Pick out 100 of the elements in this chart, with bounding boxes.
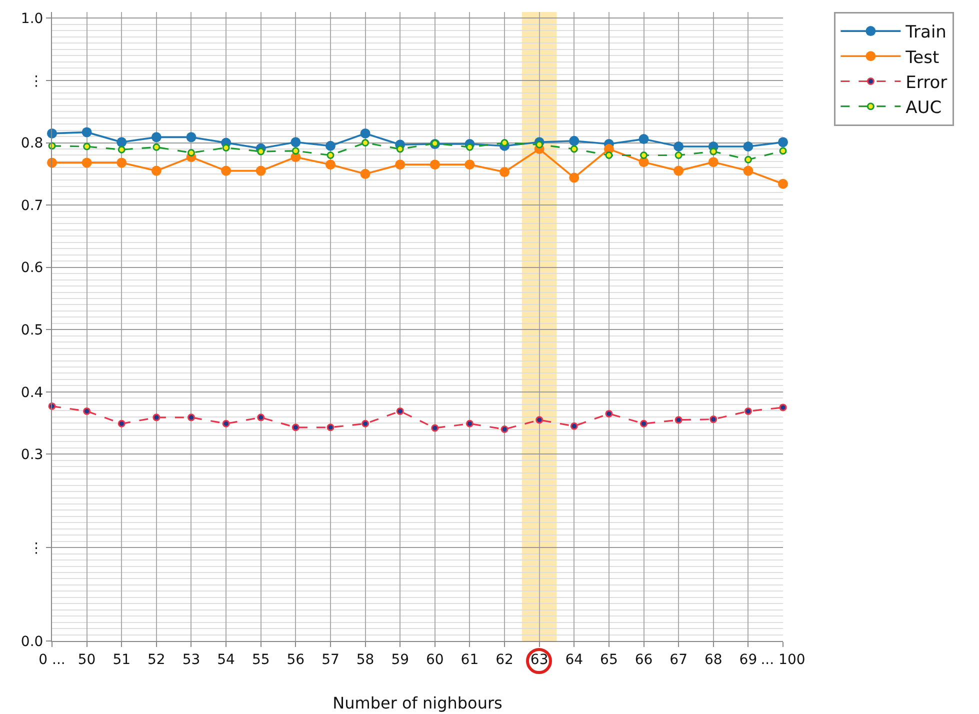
point	[708, 157, 718, 168]
x-tick-label: 62	[496, 652, 514, 668]
point	[187, 414, 195, 422]
point	[292, 424, 300, 432]
point	[778, 178, 788, 189]
point	[325, 140, 336, 151]
point	[118, 146, 126, 154]
point	[395, 160, 406, 170]
point	[326, 151, 334, 159]
point	[640, 420, 648, 428]
point	[118, 420, 126, 428]
point	[257, 148, 265, 156]
x-tick-label: 66	[634, 652, 653, 668]
x-tick-label: 52	[148, 652, 166, 668]
x-tick-label: ... 100	[760, 652, 806, 668]
point	[569, 136, 580, 146]
point	[325, 160, 336, 170]
point	[570, 422, 578, 430]
point	[710, 148, 718, 156]
legend-label: Train	[904, 22, 946, 43]
x-tick-label: 61	[460, 652, 479, 668]
point	[710, 416, 718, 424]
y-tick-label: 0.6	[20, 260, 44, 276]
point	[152, 143, 160, 151]
x-tick-label: 68	[704, 652, 722, 668]
point	[290, 137, 301, 148]
legend-label: AUC	[906, 98, 942, 118]
point	[605, 151, 613, 159]
point	[674, 142, 684, 152]
x-tick-label: 57	[322, 652, 340, 668]
point	[187, 149, 195, 156]
x-tick-label: 51	[112, 652, 131, 668]
point	[326, 424, 334, 432]
x-tick-label: 53	[182, 652, 200, 668]
point	[222, 420, 230, 428]
y-tick-label: ⋮	[29, 73, 44, 90]
y-tick-label: 0.0	[20, 634, 44, 650]
legend-label: Test	[904, 48, 940, 68]
point	[743, 142, 754, 152]
point	[570, 145, 578, 153]
y-tick-label: 0.7	[20, 198, 44, 214]
x-axis-title: Number of nighbours	[332, 694, 502, 712]
point	[674, 166, 684, 176]
point	[116, 137, 127, 148]
y-tick-label: 0.4	[20, 384, 44, 401]
x-tick-label: 55	[252, 652, 270, 668]
y-tick-label: ⋮	[29, 540, 44, 556]
point	[674, 416, 682, 424]
x-tick-label: 67	[670, 652, 688, 668]
x-tick-label: 54	[217, 652, 236, 668]
point	[152, 414, 160, 422]
point	[221, 166, 232, 176]
point	[536, 416, 544, 424]
point	[257, 414, 265, 422]
point	[83, 142, 91, 150]
y-tick-label: 0.5	[20, 322, 44, 339]
point	[743, 166, 754, 176]
point	[431, 424, 439, 432]
point	[744, 156, 752, 164]
point	[151, 132, 162, 142]
x-tick-label: 0 ...	[38, 652, 66, 668]
point	[186, 132, 196, 142]
point	[500, 167, 510, 178]
x-tick-label: 56	[286, 652, 305, 668]
point	[638, 134, 649, 144]
point	[500, 139, 508, 147]
y-tick-label: 0.3	[20, 447, 44, 464]
point	[362, 420, 370, 428]
point	[466, 420, 474, 428]
legend-label: Error	[906, 72, 948, 93]
y-tick-label: 1.0	[20, 11, 44, 28]
point	[674, 151, 682, 159]
x-tick-label: 58	[356, 652, 374, 668]
x-tick-label: 64	[565, 652, 584, 668]
y-tick-label: 0.8	[20, 136, 44, 152]
point	[778, 137, 788, 148]
point	[362, 139, 370, 147]
x-tick-label: 59	[391, 652, 410, 668]
point	[82, 158, 92, 168]
point	[83, 407, 91, 415]
point	[292, 147, 300, 155]
point	[779, 404, 787, 412]
x-tick-label: 63	[530, 652, 548, 668]
x-tick-label: 50	[78, 652, 96, 668]
x-tick-label: 65	[600, 652, 618, 668]
point	[82, 127, 92, 138]
point	[605, 410, 613, 418]
point	[466, 143, 474, 151]
x-tick-label: 69	[739, 652, 758, 668]
point	[396, 407, 404, 415]
point	[151, 166, 162, 176]
point	[640, 151, 648, 159]
point	[116, 158, 127, 168]
point	[779, 147, 787, 155]
point	[360, 168, 370, 179]
point	[536, 140, 544, 148]
point	[500, 426, 508, 434]
point	[360, 128, 370, 138]
x-tick-label: 60	[426, 652, 444, 668]
point	[222, 144, 230, 152]
